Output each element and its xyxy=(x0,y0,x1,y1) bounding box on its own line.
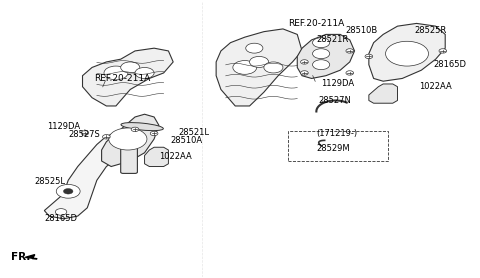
Text: 28527S: 28527S xyxy=(68,130,100,139)
Circle shape xyxy=(300,71,308,75)
Text: (171219-): (171219-) xyxy=(316,129,358,138)
Circle shape xyxy=(346,49,354,53)
Circle shape xyxy=(246,43,263,53)
Text: 28529M: 28529M xyxy=(316,144,350,153)
Circle shape xyxy=(104,66,128,80)
Polygon shape xyxy=(83,48,173,106)
Text: 28521L: 28521L xyxy=(178,128,209,136)
Text: 28510A: 28510A xyxy=(171,136,203,145)
Text: REF.20-211A: REF.20-211A xyxy=(288,19,344,28)
Circle shape xyxy=(312,49,330,59)
Circle shape xyxy=(250,56,269,68)
Text: 28165D: 28165D xyxy=(433,60,466,69)
Text: 1022AA: 1022AA xyxy=(419,82,452,91)
Text: 28165D: 28165D xyxy=(44,214,77,223)
Text: REF.20-211A: REF.20-211A xyxy=(95,74,151,83)
Circle shape xyxy=(346,71,354,75)
FancyBboxPatch shape xyxy=(288,131,388,161)
Polygon shape xyxy=(102,114,159,167)
Circle shape xyxy=(56,184,80,198)
Text: 1022AA: 1022AA xyxy=(159,152,192,162)
FancyBboxPatch shape xyxy=(120,143,137,173)
Ellipse shape xyxy=(121,123,163,131)
Circle shape xyxy=(312,38,330,48)
Text: 1129DA: 1129DA xyxy=(47,122,80,131)
Circle shape xyxy=(109,128,147,150)
Circle shape xyxy=(264,62,283,73)
Circle shape xyxy=(135,68,154,78)
Circle shape xyxy=(55,208,67,215)
Polygon shape xyxy=(25,255,37,259)
Circle shape xyxy=(365,54,372,59)
Circle shape xyxy=(131,127,139,131)
Circle shape xyxy=(120,62,140,73)
Text: 1129DA: 1129DA xyxy=(321,80,354,88)
Circle shape xyxy=(312,60,330,70)
Polygon shape xyxy=(369,84,397,103)
Circle shape xyxy=(300,60,308,64)
Polygon shape xyxy=(216,29,302,106)
Circle shape xyxy=(63,188,73,194)
Circle shape xyxy=(150,131,158,136)
Text: 28510B: 28510B xyxy=(345,26,377,35)
Text: 28521R: 28521R xyxy=(316,35,348,44)
Text: 28525R: 28525R xyxy=(414,26,446,35)
Circle shape xyxy=(439,49,446,53)
Polygon shape xyxy=(369,23,445,81)
Polygon shape xyxy=(297,34,355,78)
Polygon shape xyxy=(44,128,144,219)
Circle shape xyxy=(233,61,257,74)
Circle shape xyxy=(103,135,110,139)
Polygon shape xyxy=(144,147,168,167)
Text: 28525L: 28525L xyxy=(35,177,66,186)
Text: FR.: FR. xyxy=(11,252,30,262)
Circle shape xyxy=(385,41,429,66)
Text: 28527N: 28527N xyxy=(319,96,352,105)
Circle shape xyxy=(81,131,89,135)
